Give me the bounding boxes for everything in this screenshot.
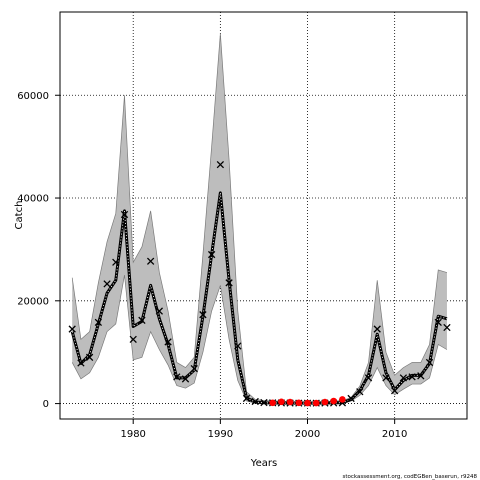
plot-frame bbox=[59, 11, 468, 420]
observed-point bbox=[68, 325, 76, 333]
red-point bbox=[330, 397, 337, 405]
x-axis-ticks: 1980 1990 2000 2010 bbox=[120, 419, 407, 440]
observed-point bbox=[173, 373, 181, 381]
observed-point bbox=[251, 397, 259, 406]
y-tick-label: 60000 bbox=[17, 91, 49, 102]
observed-point bbox=[146, 257, 155, 265]
observed-point bbox=[391, 387, 399, 395]
observed-point bbox=[181, 375, 190, 383]
x-axis-label: Years bbox=[250, 458, 277, 469]
observed-point bbox=[207, 250, 216, 259]
observed-point bbox=[347, 394, 355, 403]
observed-point bbox=[443, 323, 451, 332]
y-tick-label: 20000 bbox=[17, 296, 49, 307]
observed-point bbox=[120, 210, 129, 219]
observed-point bbox=[138, 316, 146, 324]
x-tick-label: 2000 bbox=[295, 429, 320, 440]
red-point bbox=[312, 399, 320, 407]
x-tick-label: 2010 bbox=[382, 429, 407, 440]
red-point bbox=[304, 399, 311, 407]
observed-point bbox=[356, 388, 364, 396]
observed-point bbox=[260, 398, 268, 407]
observed-point bbox=[190, 364, 198, 373]
observed-point bbox=[103, 280, 111, 288]
red-point bbox=[278, 398, 285, 406]
y-axis-ticks: 0 20000 40000 60000 bbox=[17, 91, 60, 410]
red-point bbox=[339, 396, 346, 403]
observed-point bbox=[225, 279, 233, 287]
observed-point bbox=[216, 160, 225, 169]
red-point bbox=[295, 399, 303, 407]
confidence-band-upper-edge bbox=[71, 33, 448, 403]
y-axis-label: Catch bbox=[14, 201, 25, 230]
observed-point bbox=[164, 338, 172, 346]
observed-point bbox=[129, 335, 137, 344]
source-footer: stockassessment.org, codEGBen_baserun, r… bbox=[343, 474, 478, 480]
observed-point bbox=[234, 342, 242, 350]
observed-point bbox=[425, 358, 434, 367]
observed-point bbox=[399, 374, 408, 382]
observed-point bbox=[364, 374, 373, 382]
red-markers bbox=[269, 396, 346, 407]
observed-point bbox=[373, 325, 381, 333]
observed-point bbox=[112, 258, 120, 266]
observed-point bbox=[94, 318, 103, 327]
observed-point bbox=[77, 359, 85, 367]
confidence-band bbox=[72, 33, 447, 404]
red-point bbox=[321, 398, 329, 406]
y-tick-label: 40000 bbox=[17, 194, 49, 205]
observed-point bbox=[417, 372, 425, 380]
estimate-line-dotted bbox=[71, 192, 448, 404]
observed-point bbox=[434, 318, 442, 327]
y-tick-label: 0 bbox=[43, 399, 49, 410]
observed-point bbox=[85, 353, 94, 361]
observed-point bbox=[242, 394, 251, 403]
observed-point bbox=[382, 374, 390, 382]
observed-point bbox=[199, 311, 207, 319]
observed-point bbox=[155, 307, 164, 315]
x-tick-label: 1990 bbox=[208, 429, 233, 440]
red-point bbox=[269, 399, 276, 407]
red-point bbox=[286, 398, 294, 406]
observed-point bbox=[408, 373, 416, 381]
x-tick-label: 1980 bbox=[120, 429, 145, 440]
